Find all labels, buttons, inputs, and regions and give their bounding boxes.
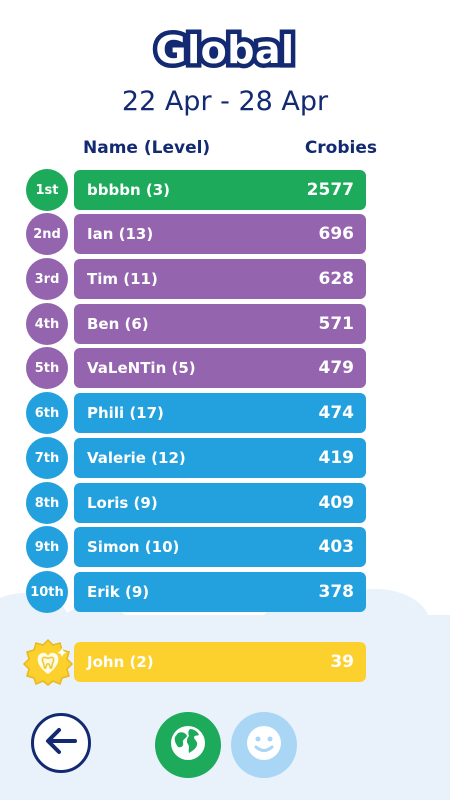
leaderboard-row-8[interactable]: 8th Loris (9) 409 (26, 482, 366, 524)
player-score: 378 (318, 582, 355, 602)
player-name: Loris (9) (87, 494, 158, 512)
player-name: Erik (9) (87, 583, 150, 601)
leaderboard-row-6[interactable]: 6th Phili (17) 474 (26, 392, 366, 434)
player-bar: Tim (11) 628 (74, 259, 366, 299)
current-user-name: John (2) (87, 653, 154, 671)
player-name: Ian (13) (87, 225, 154, 243)
rank-badge: 4th (26, 303, 68, 345)
player-bar: Valerie (12) 419 (74, 438, 366, 478)
globe-icon (168, 723, 208, 767)
global-leaderboard-button[interactable] (155, 712, 221, 778)
leaderboard-row-5[interactable]: 5th VaLeNTin (5) 479 (26, 347, 366, 389)
player-bar: Ian (13) 696 (74, 214, 366, 254)
column-header-score: Crobies (304, 138, 377, 158)
friends-leaderboard-button[interactable] (231, 712, 297, 778)
player-bar: Ben (6) 571 (74, 304, 366, 344)
player-score: 2577 (306, 180, 354, 200)
rank-badge: 7th (26, 437, 68, 479)
player-name: VaLeNTin (5) (87, 359, 196, 377)
player-name: Ben (6) (87, 315, 149, 333)
player-name: Tim (11) (87, 270, 158, 288)
tooth-heart-icon (22, 638, 74, 686)
leaderboard-row-2[interactable]: 2nd Ian (13) 696 (26, 213, 366, 255)
leaderboard-row-1[interactable]: 1st bbbbn (3) 2577 (26, 169, 366, 211)
player-name: Phili (17) (87, 404, 164, 422)
player-bar: VaLeNTin (5) 479 (74, 348, 366, 388)
leaderboard-row-10[interactable]: 10th Erik (9) 378 (26, 571, 366, 613)
player-bar: Phili (17) 474 (74, 393, 366, 433)
leaderboard-row-4[interactable]: 4th Ben (6) 571 (26, 303, 366, 345)
current-user-bar: John (2) 39 (74, 642, 366, 682)
player-bar: Erik (9) 378 (74, 572, 366, 612)
player-bar: Loris (9) 409 (74, 483, 366, 523)
player-name: Valerie (12) (87, 449, 186, 467)
player-score: 409 (318, 493, 355, 513)
rank-badge: 9th (26, 526, 68, 568)
leaderboard-row-7[interactable]: 7th Valerie (12) 419 (26, 437, 366, 479)
player-name: Simon (10) (87, 538, 180, 556)
column-header-name: Name (Level) (83, 138, 211, 158)
rank-badge: 8th (26, 482, 68, 524)
player-bar: Simon (10) 403 (74, 527, 366, 567)
player-score: 403 (318, 537, 355, 557)
player-score: 419 (318, 448, 355, 468)
page-title: Global (151, 24, 299, 77)
smiley-face-icon (244, 723, 284, 767)
arrow-left-icon (43, 726, 79, 760)
rank-badge: 10th (26, 571, 68, 613)
rank-badge: 3rd (26, 258, 68, 300)
rank-badge: 6th (26, 392, 68, 434)
leaderboard-row-3[interactable]: 3rd Tim (11) 628 (26, 258, 366, 300)
current-user-score: 39 (330, 652, 354, 672)
rank-badge: 1st (26, 169, 68, 211)
back-button[interactable] (31, 713, 91, 773)
player-score: 479 (318, 358, 355, 378)
player-bar: bbbbn (3) 2577 (74, 170, 366, 210)
player-score: 628 (318, 269, 355, 289)
player-score: 571 (318, 314, 355, 334)
rank-badge: 2nd (26, 213, 68, 255)
player-score: 696 (318, 224, 355, 244)
rank-badge: 5th (26, 347, 68, 389)
current-user-row[interactable]: John (2) 39 (26, 642, 366, 682)
player-score: 474 (318, 403, 355, 423)
leaderboard-row-9[interactable]: 9th Simon (10) 403 (26, 526, 366, 568)
player-name: bbbbn (3) (87, 181, 170, 199)
date-range: 22 Apr - 28 Apr (121, 86, 329, 117)
